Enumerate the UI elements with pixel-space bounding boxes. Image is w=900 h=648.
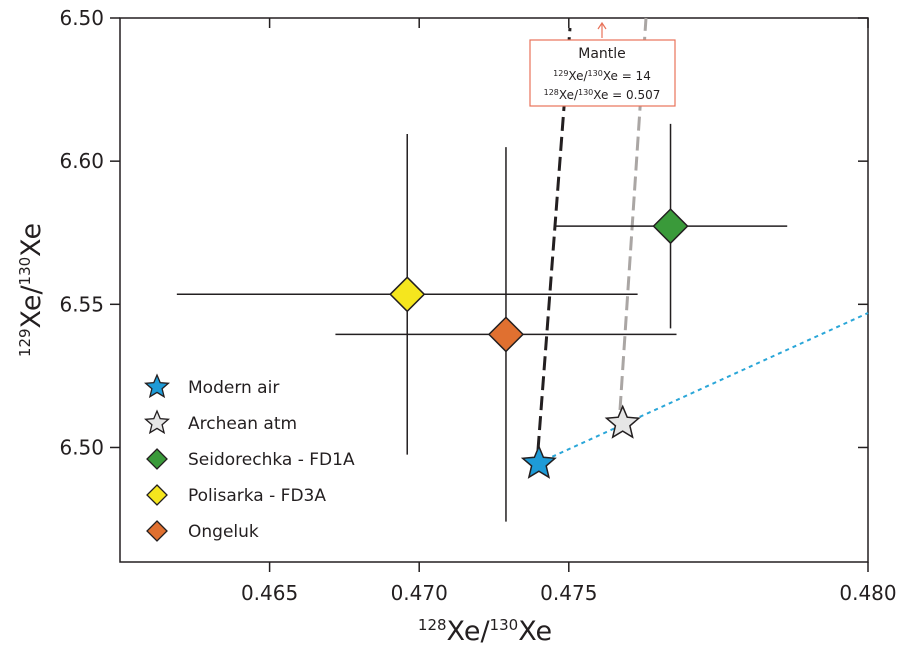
legend-marker (146, 520, 168, 542)
y-tick-label: 6.55 (59, 292, 104, 316)
mantle-box (529, 39, 676, 107)
y-axis-label: 129Xe/130Xe (16, 223, 47, 357)
mass: 130 (490, 616, 519, 634)
mantle-title: Mantle (578, 46, 626, 62)
x-tick-label: 0.470 (391, 581, 448, 605)
point (652, 208, 689, 245)
y-tick-label: 6.60 (59, 149, 104, 173)
legend-label: Seidorechka - FD1A (188, 450, 355, 470)
x-axis-label: 128Xe/130Xe (418, 616, 552, 647)
ratio-text: Xe/ (568, 69, 588, 83)
legend-label: Archean atm (188, 414, 297, 434)
legend-marker (146, 484, 168, 506)
legend-marker (143, 409, 171, 435)
mass: 130 (578, 88, 593, 97)
legend-marker (143, 373, 171, 399)
point (604, 404, 641, 439)
mantle-ratio: 128Xe/130Xe = 0.507 (544, 88, 661, 102)
legend-marker (146, 448, 168, 470)
mass: 130 (588, 69, 603, 78)
fractionation-line (544, 312, 869, 461)
legend-label: Ongeluk (188, 522, 259, 542)
x-tick-label: 0.480 (839, 581, 896, 605)
label-text: Xe (518, 616, 552, 647)
mass: 128 (544, 88, 559, 97)
label-text: Xe/ (447, 616, 491, 647)
label-text: Xe (16, 223, 47, 257)
point (389, 276, 426, 313)
y-tick-label: 6.50 (59, 435, 104, 459)
mass: 128 (418, 616, 447, 634)
mass: 129 (16, 328, 34, 357)
legend-label: Modern air (188, 378, 279, 398)
y-tick-label: 6.50 (59, 6, 104, 30)
ratio-text: Xe/ (559, 88, 579, 102)
point (520, 444, 557, 479)
mantle-ratio: 129Xe/130Xe = 14 (553, 69, 651, 83)
mantle-arrow (597, 21, 607, 38)
point (487, 316, 525, 353)
label-text: Xe/ (16, 285, 47, 329)
mass: 129 (553, 69, 568, 78)
x-tick-label: 0.475 (540, 581, 597, 605)
legend-label: Polisarka - FD3A (188, 486, 326, 506)
plot-frame (119, 17, 869, 563)
mass: 130 (16, 257, 34, 286)
ratio-text: Xe = 14 (603, 69, 651, 83)
x-tick-label: 0.465 (241, 581, 298, 605)
ratio-text: Xe = 0.507 (593, 88, 660, 102)
